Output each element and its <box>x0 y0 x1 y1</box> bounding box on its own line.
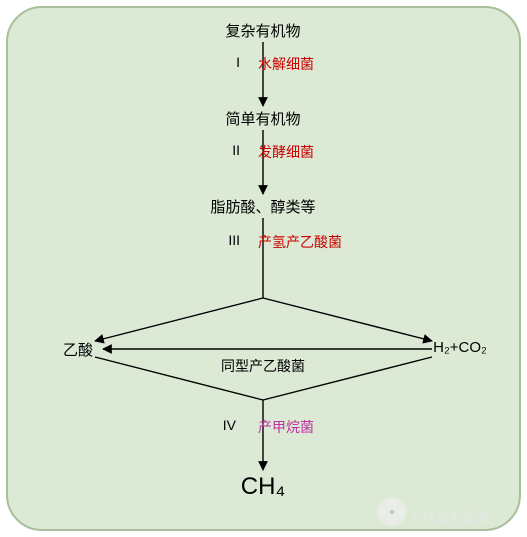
node-h2-co2: H₂+CO₂ <box>340 339 527 356</box>
stage-1-num: I <box>200 54 240 70</box>
stage-3-bacteria: 产氢产乙酸菌 <box>258 232 342 252</box>
node-homoacetogens: 同型产乙酸菌 <box>143 356 383 376</box>
node-simple-organics: 简单有机物 <box>143 108 383 129</box>
stage-2-bacteria: 发酵细菌 <box>258 142 314 162</box>
stage-2-num: II <box>200 142 240 158</box>
flowchart-edges <box>0 0 527 537</box>
watermark-icon: ✦ <box>378 498 406 526</box>
stage-4-bacteria: 产甲烷菌 <box>258 417 314 437</box>
stage-3-num: III <box>200 232 240 248</box>
node-complex-organics: 复杂有机物 <box>143 20 383 41</box>
stage-1-bacteria: 水解细菌 <box>258 54 314 74</box>
node-fatty-acids: 脂肪酸、醇类等 <box>143 196 383 217</box>
node-ch4: CH₄ <box>143 473 383 501</box>
stage-4-num: IV <box>196 417 236 433</box>
